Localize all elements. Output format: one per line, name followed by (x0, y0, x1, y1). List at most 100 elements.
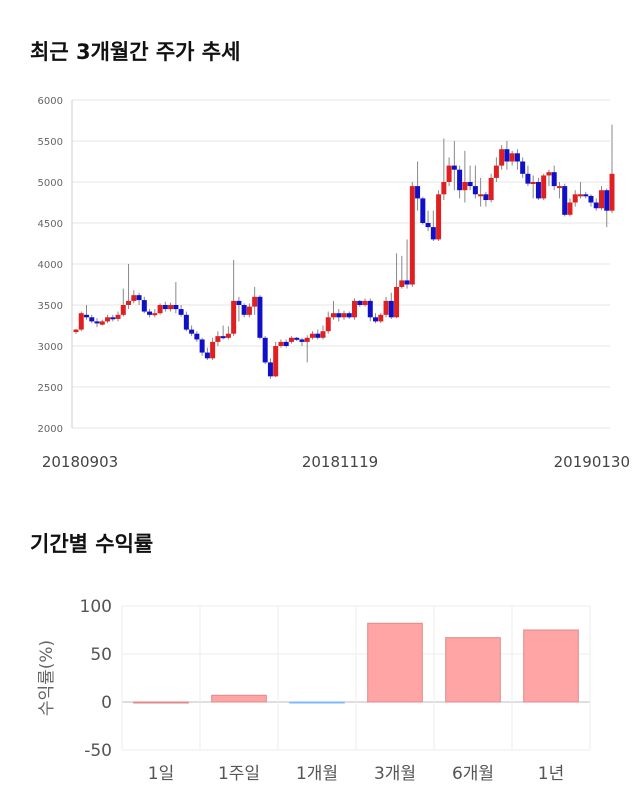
candle-body (572, 194, 578, 203)
candle-body (352, 300, 358, 318)
candle-body (499, 149, 505, 166)
candle-body (204, 352, 210, 359)
candle-body (252, 296, 258, 307)
return-bar (211, 694, 267, 703)
x-tick-label: 1개월 (296, 764, 338, 784)
return-bar (289, 701, 345, 704)
candle-body (514, 153, 520, 162)
candle-body (341, 313, 347, 318)
return-bar (523, 629, 579, 703)
candle-body (320, 331, 326, 338)
candle-body (478, 194, 484, 197)
candle-body (430, 227, 436, 240)
candle-body (173, 305, 179, 310)
candle-body (394, 286, 400, 318)
candle-body (336, 313, 342, 318)
candle-body (367, 300, 373, 318)
candle-body (210, 341, 216, 359)
candle-body (409, 186, 415, 285)
return-bar (133, 701, 189, 704)
candle-body (157, 305, 163, 314)
candle-body (199, 339, 205, 353)
candle-body (194, 333, 200, 340)
candle-body (299, 339, 305, 342)
candle-body (288, 337, 294, 342)
candle-body (304, 337, 310, 342)
y-axis-label: 수익률(%) (37, 640, 57, 716)
return-bar (367, 622, 423, 703)
candle-body (583, 194, 589, 197)
candle-body (509, 153, 515, 162)
candle-body (231, 300, 237, 334)
candle-body (110, 317, 116, 320)
candle-body (94, 321, 100, 324)
candle-body (78, 313, 84, 330)
candle-body (436, 194, 442, 240)
candle-body (588, 195, 594, 203)
candle-body (577, 194, 583, 197)
candle-body (99, 321, 105, 325)
candle-body (105, 317, 111, 322)
candle-body (388, 300, 394, 318)
x-tick-label: 1년 (538, 764, 564, 784)
candle-body (152, 313, 158, 316)
y-tick-label: 2000 (38, 424, 63, 435)
candle-body (541, 175, 547, 199)
candle-body (115, 314, 121, 319)
candle-body (546, 172, 552, 176)
candle-body (183, 314, 189, 330)
candle-body (278, 341, 284, 346)
y-tick-label: 50 (90, 645, 112, 665)
candle-body (294, 337, 300, 340)
candle-body (236, 300, 242, 305)
candle-body (504, 149, 510, 162)
candle-body (84, 314, 90, 318)
candle-body (451, 165, 457, 170)
candle-body (257, 296, 263, 338)
candle-body (141, 300, 147, 312)
stock-price-chart: 2000 2500 3000 3500 4000 4500 5000 5500 6000 2018… (38, 96, 630, 471)
candle-body (357, 300, 363, 305)
candle-body (220, 336, 226, 339)
y-tick-label: 3500 (38, 301, 63, 312)
price-chart-title: 최근 3개월간 주가 추세 (30, 40, 241, 64)
candle-body (325, 317, 331, 332)
candle-body (168, 305, 174, 310)
candle-body (215, 336, 221, 342)
candle-body (593, 202, 599, 209)
candle-body (462, 182, 468, 191)
candle-body (404, 280, 410, 285)
candle-body (520, 161, 526, 174)
candle-body (467, 182, 473, 187)
y-tick-label: 5000 (38, 178, 63, 189)
x-tick-label: 20180903 (42, 453, 118, 471)
candle-body (309, 333, 315, 338)
candle-body (178, 309, 184, 315)
candle-body (604, 190, 610, 211)
x-tick-label: 3개월 (374, 764, 416, 784)
candle-body (225, 333, 231, 338)
candle-body (120, 305, 126, 315)
candle-body (246, 306, 252, 315)
candle-body (556, 186, 562, 189)
candle-body (425, 223, 431, 228)
y-tick-label: 5500 (38, 137, 63, 148)
candle-body (330, 313, 336, 318)
y-tick-label: 0 (101, 693, 112, 713)
candle-body (373, 317, 379, 322)
x-tick-label: 1주일 (218, 764, 260, 784)
x-tick-label: 1일 (148, 764, 174, 784)
returns-chart-title: 기간별 수익률 (30, 532, 154, 556)
candle-body (457, 169, 463, 191)
y-tick-label: 6000 (38, 96, 63, 107)
y-tick-label: 4500 (38, 219, 63, 230)
candle-body (241, 305, 247, 315)
candle-body (267, 362, 273, 377)
candle-body (535, 182, 541, 199)
candle-body (273, 346, 279, 377)
candle-body (147, 311, 153, 315)
candle-body (399, 280, 405, 287)
candle-body (493, 165, 499, 178)
candle-body (362, 300, 368, 305)
